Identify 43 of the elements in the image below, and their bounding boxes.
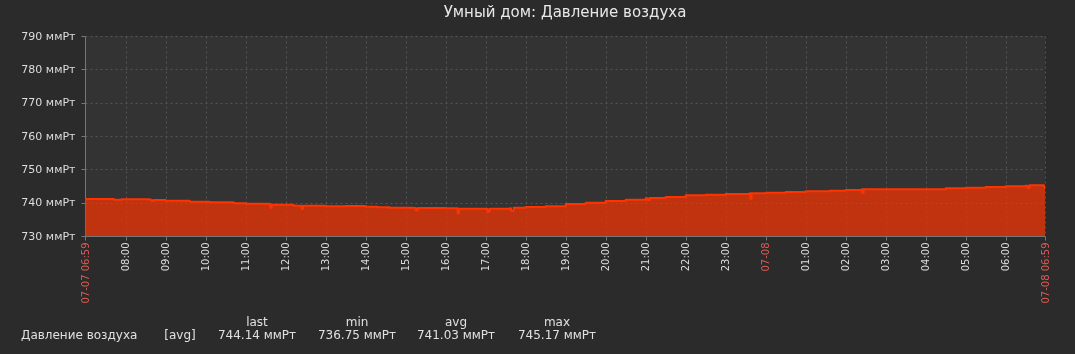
x-tick-label: 07-07 06:59 [79,242,91,304]
y-tick-label: 780 ммРт [21,62,77,76]
x-tick-label: 15:00 [400,242,412,272]
x-tick-label: 17:00 [480,242,492,272]
x-tick-label: 06:00 [1000,242,1012,272]
x-tick-label: 02:00 [840,242,852,272]
x-tick-label: 21:00 [640,242,652,272]
y-tick-label: 790 ммРт [21,29,77,43]
x-tick-label: 03:00 [880,242,892,272]
x-tick-label: 05:00 [960,242,972,272]
x-tick-label: 07-08 06:59 [1039,242,1051,304]
x-tick-label: 11:00 [240,242,252,272]
x-tick-label: 19:00 [560,242,572,272]
x-tick-label: 01:00 [800,242,812,272]
y-tick-label: 750 ммРт [21,162,77,176]
text: 744.14 ммРт [217,328,297,342]
x-tick-label: 12:00 [280,242,292,272]
x-tick-label: 18:00 [520,242,532,272]
x-tick-label: 10:00 [200,242,212,272]
x-tick-label: 14:00 [360,242,372,272]
x-tick-label: 16:00 [440,242,452,272]
y-tick-label: 760 ммРт [21,129,77,143]
x-tick-label: 23:00 [720,242,732,272]
text: 736.75 ммРт [317,328,397,342]
text: avg [444,315,468,329]
text: max [543,315,571,329]
text: min [345,315,369,329]
text: [avg] [164,328,196,342]
x-tick-label: 08:00 [120,242,132,272]
y-tick-label: 730 ммРт [21,229,77,243]
x-tick-label: 22:00 [680,242,692,272]
x-tick-label: 13:00 [320,242,332,272]
x-tick-label: 07-08 [760,242,772,272]
chart-title: Умный дом: Давление воздуха [443,3,687,21]
series-label: Давление воздуха [21,328,138,342]
x-tick-label: 04:00 [920,242,932,272]
text: 741.03 ммРт [416,328,496,342]
y-tick-label: 770 ммРт [21,96,77,110]
text: last [246,315,269,329]
x-tick-label: 09:00 [160,242,172,272]
y-tick-label: 740 ммРт [21,196,77,210]
text: 745.17 ммРт [517,328,597,342]
x-tick-label: 20:00 [600,242,612,272]
